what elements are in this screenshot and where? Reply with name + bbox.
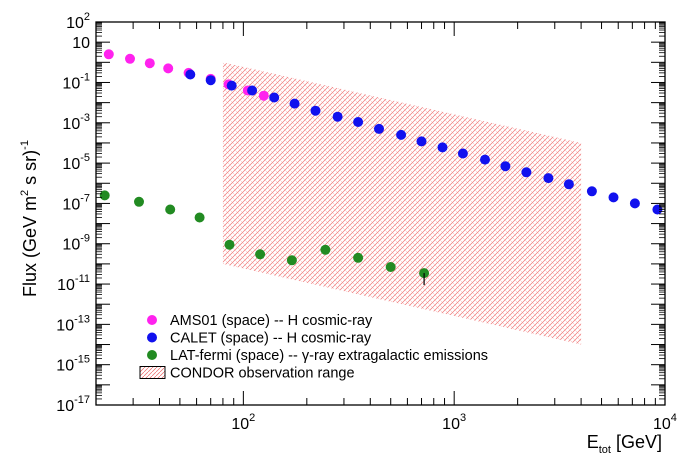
legend-marker-band <box>139 366 166 379</box>
data-point-series-1-14 <box>480 154 490 165</box>
legend-marker-2 <box>147 350 157 360</box>
data-point-series-2-1 <box>134 196 144 207</box>
data-point-series-1-21 <box>629 198 640 209</box>
legend-label-0: AMS01 (space) -- H cosmic-ray <box>170 313 373 329</box>
data-point-series-1-3 <box>247 85 258 96</box>
condor-band-layer <box>222 62 582 345</box>
y-tick-label-2: 10-1 <box>62 71 90 92</box>
data-point-series-1-4 <box>269 92 280 103</box>
y-tick-label-10: 10-17 <box>56 394 90 415</box>
data-point-series-2-3 <box>194 212 205 223</box>
data-point-series-2-9 <box>385 262 396 272</box>
y-tick-label-7: 10-11 <box>57 273 90 294</box>
y-tick-label-6: 10-9 <box>62 233 90 254</box>
x-tick-label-2: 104 <box>653 412 677 433</box>
data-point-series-1-22 <box>652 204 663 215</box>
data-point-series-1-1 <box>205 75 216 86</box>
data-point-series-0-3 <box>163 63 174 74</box>
data-point-series-2-5 <box>255 249 266 260</box>
data-point-series-1-16 <box>521 167 532 178</box>
data-point-series-2-7 <box>320 244 331 255</box>
y-tick-label-5: 10-7 <box>62 192 90 213</box>
data-point-series-2-0 <box>99 190 110 201</box>
data-point-series-0-1 <box>125 53 135 64</box>
plot-frame <box>95 21 666 406</box>
data-point-series-1-6 <box>310 105 321 116</box>
y-axis-title: Flux (GeV m2 s sr)-1 <box>19 140 40 297</box>
data-point-series-1-0 <box>185 69 196 80</box>
data-point-series-1-20 <box>608 192 619 203</box>
y-tick-label-9: 10-15 <box>56 354 90 375</box>
legend-label-2: LAT-fermi (space) -- γ-ray extragalactic… <box>170 348 488 364</box>
y-tick-label-4: 10-5 <box>62 152 90 173</box>
data-point-series-1-13 <box>457 148 468 159</box>
data-point-series-1-11 <box>416 136 427 147</box>
data-point-series-1-7 <box>332 111 343 122</box>
series-layer <box>99 49 663 286</box>
y-tick-label-8: 10-13 <box>56 313 90 334</box>
legend-marker-1 <box>147 332 157 343</box>
data-point-series-1-10 <box>396 129 407 140</box>
data-point-series-1-18 <box>563 179 574 190</box>
x-axis-title: Etot [GeV] <box>587 432 662 456</box>
data-point-series-1-17 <box>543 173 554 184</box>
x-tick-label-1: 103 <box>442 412 466 433</box>
data-point-series-0-0 <box>103 49 114 60</box>
data-point-series-0-2 <box>144 58 155 69</box>
data-point-series-1-19 <box>586 186 597 197</box>
y-tick-label-3: 10-3 <box>62 112 90 133</box>
data-point-series-2-4 <box>224 239 235 250</box>
legend-label-1: CALET (space) -- H cosmic-ray <box>170 331 372 347</box>
data-point-series-0-8 <box>258 90 269 101</box>
data-point-series-1-8 <box>353 117 364 127</box>
data-point-series-2-6 <box>286 255 297 266</box>
legend-label-band: CONDOR observation range <box>170 366 355 382</box>
data-point-series-1-2 <box>226 80 237 91</box>
data-point-series-1-9 <box>374 123 384 134</box>
data-point-series-1-5 <box>289 98 300 109</box>
data-point-series-2-2 <box>165 204 176 215</box>
x-tick-label-0: 102 <box>231 412 255 433</box>
y-tick-label-0: 102 <box>66 11 90 32</box>
condor-observation-band <box>222 62 582 345</box>
axis-layer: 102 103 104 102 10 10-1 10-3 10-5 10-7 10-9 10-11 1… <box>19 11 677 456</box>
y-tick-label-1: 10 <box>72 35 90 52</box>
legend: AMS01 (space) -- H cosmic-ray CALET (spac… <box>139 313 488 382</box>
data-point-series-1-12 <box>437 142 448 153</box>
data-point-series-2-8 <box>353 252 364 263</box>
data-point-series-1-15 <box>500 161 511 172</box>
legend-marker-0 <box>147 315 157 325</box>
